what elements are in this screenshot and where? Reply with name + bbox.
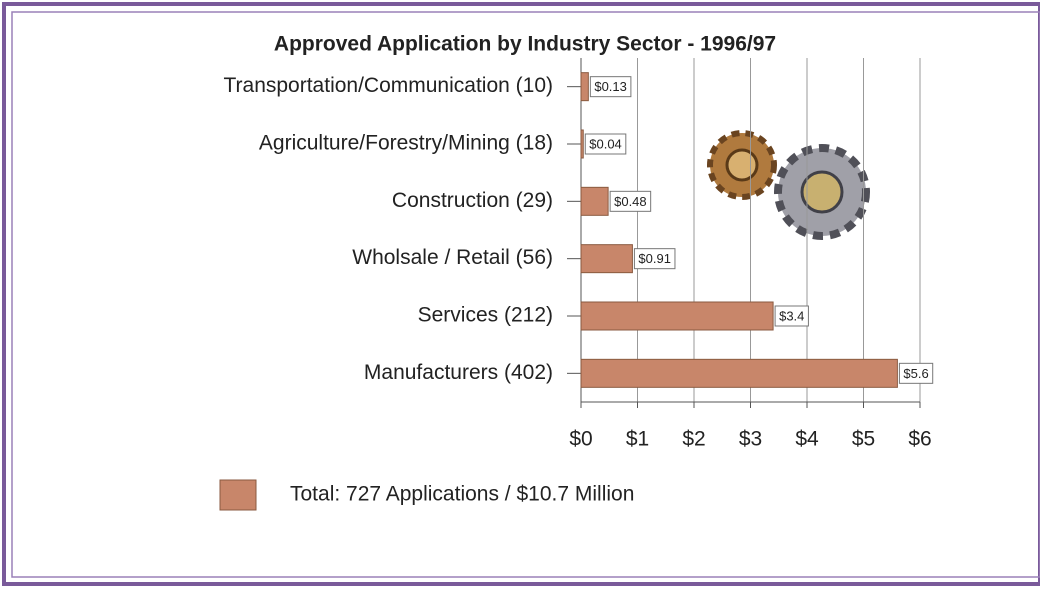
x-tick-label: $1 [626, 428, 649, 451]
legend-label: Total: 727 Applications / $10.7 Million [290, 483, 634, 506]
y-tick-label: Wholsale / Retail (56) [352, 246, 553, 269]
y-tick-label: Construction (29) [392, 189, 553, 212]
value-label: $3.4 [779, 308, 804, 323]
bar [581, 245, 632, 273]
page: {"chart_data": {"type": "bar", "orientat… [0, 0, 1040, 594]
x-tick-label: $2 [682, 428, 705, 451]
bar [581, 359, 897, 387]
legend-swatch [220, 480, 256, 510]
x-tick-label: $5 [852, 428, 875, 451]
bar [581, 187, 608, 215]
x-tick-label: $6 [908, 428, 931, 451]
value-label: $0.91 [638, 251, 671, 266]
value-label: $5.6 [903, 366, 928, 381]
chart-title: Approved Application by Industry Sector … [274, 33, 776, 56]
y-tick-label: Manufacturers (402) [364, 361, 553, 384]
y-tick-label: Services (212) [418, 304, 553, 327]
x-tick-label: $4 [795, 428, 819, 451]
x-tick-label: $0 [569, 428, 592, 451]
bar [581, 130, 583, 158]
value-label: $0.13 [594, 79, 627, 94]
chart: Approved Application by Industry Sector … [0, 0, 1040, 589]
bar [581, 73, 588, 101]
value-label: $0.04 [589, 136, 622, 151]
value-label: $0.48 [614, 194, 647, 209]
bar [581, 302, 773, 330]
y-tick-label: Agriculture/Forestry/Mining (18) [259, 132, 553, 155]
y-tick-label: Transportation/Communication (10) [223, 74, 553, 97]
x-tick-label: $3 [739, 428, 762, 451]
